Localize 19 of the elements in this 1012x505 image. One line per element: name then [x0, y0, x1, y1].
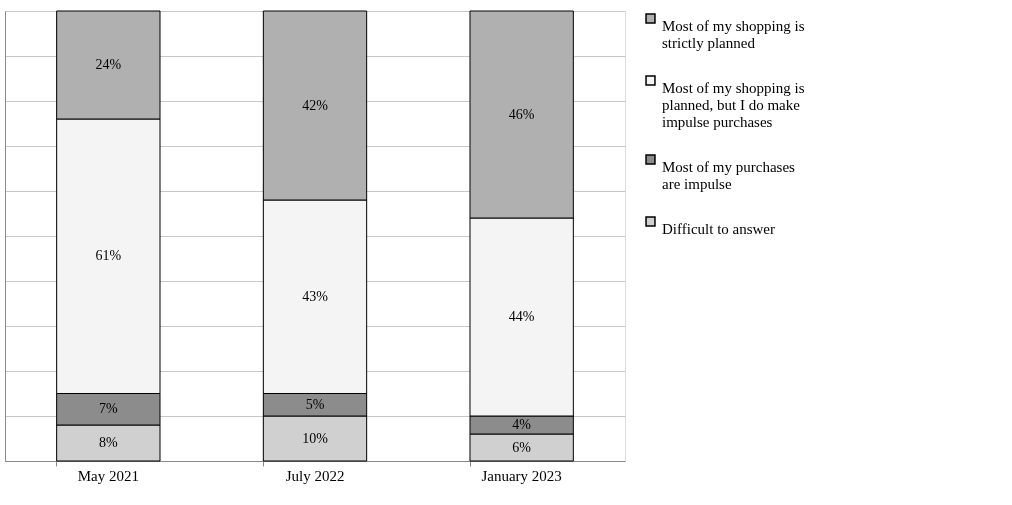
data-label: 46% — [508, 106, 535, 122]
data-label: 61% — [95, 248, 122, 264]
x-tick-label: July 2022 — [285, 467, 345, 484]
data-label: 6% — [512, 439, 532, 455]
legend-label: Most of my shopping is planned, but I do make impulse purchases — [662, 79, 805, 130]
data-label: 42% — [302, 97, 329, 113]
data-label: 10% — [302, 430, 329, 446]
legend-label: Difficult to answer — [662, 220, 776, 237]
data-label: 24% — [95, 57, 122, 72]
data-label: 4% — [512, 417, 532, 432]
data-label: 8% — [99, 435, 118, 450]
legend-label: Most of my purchases are impulse — [662, 158, 796, 192]
x-tick-label: January 2023 — [481, 467, 562, 484]
data-label: 44% — [508, 309, 535, 324]
legend-label: Most of my shopping is strictly planned — [662, 17, 805, 51]
data-label: 5% — [305, 396, 325, 412]
data-label: 7% — [99, 401, 118, 417]
x-tick-label: May 2021 — [77, 467, 139, 484]
data-label: 43% — [302, 288, 329, 304]
